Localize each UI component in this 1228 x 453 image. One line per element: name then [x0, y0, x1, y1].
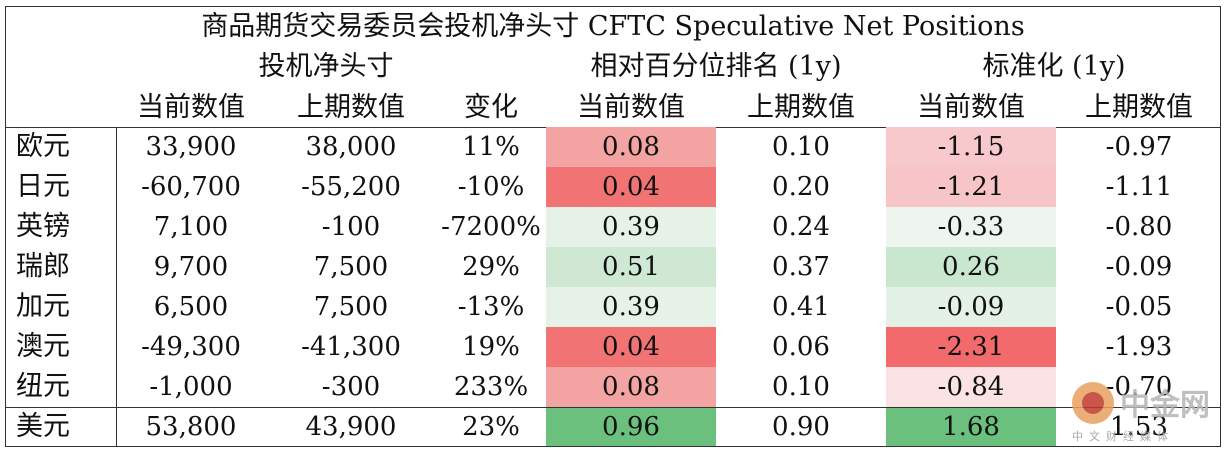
- watermark-tagline: 中文财经媒体: [1072, 430, 1174, 443]
- net-current-cell: 33,900: [145, 132, 237, 162]
- pct-current-cell: 0.04: [546, 327, 716, 367]
- subheader-net-previous: 上期数值: [297, 92, 405, 123]
- net-current-cell: -60,700: [141, 172, 241, 202]
- net-previous-cell: 7,500: [313, 292, 389, 322]
- std-previous-cell: -1.93: [1105, 332, 1173, 362]
- pct-previous-cell: 0.10: [772, 372, 830, 402]
- subheader-pct-current: 当前数值: [577, 92, 685, 123]
- std-previous-cell: -1.11: [1105, 172, 1173, 202]
- net-previous-cell: 7,500: [313, 252, 389, 282]
- currency-name-cell: 瑞郎: [16, 251, 70, 282]
- pct-previous-cell: 0.37: [772, 252, 830, 282]
- std-previous-cell: -0.70: [1105, 372, 1173, 402]
- std-current-cell: 0.26: [886, 247, 1056, 287]
- net-change-cell: 233%: [453, 372, 529, 402]
- std-current-cell: -0.09: [886, 287, 1056, 327]
- net-current-cell: 9,700: [153, 252, 229, 282]
- currency-name-cell: 日元: [16, 171, 70, 202]
- net-change-cell: -13%: [457, 292, 525, 322]
- net-previous-cell: -55,200: [301, 172, 401, 202]
- net-change-cell: -7200%: [441, 212, 541, 242]
- net-current-cell: 7,100: [153, 212, 229, 242]
- std-current-cell: -1.21: [886, 167, 1056, 207]
- subheader-std-previous: 上期数值: [1085, 92, 1193, 123]
- watermark-logo-text: 中金网: [1120, 388, 1210, 423]
- subheader-pct-previous: 上期数值: [747, 92, 855, 123]
- pct-previous-cell: 0.06: [772, 332, 830, 362]
- net-previous-cell: -300: [321, 372, 381, 402]
- std-current-cell: -0.84: [886, 367, 1056, 407]
- std-current-cell: -0.33: [886, 207, 1056, 247]
- subheader-net-current: 当前数值: [137, 92, 245, 123]
- watermark-logo: 中金网 中文财经媒体: [1068, 378, 1218, 443]
- pct-previous-cell: 0.10: [772, 132, 830, 162]
- std-current-cell: 1.68: [886, 407, 1056, 446]
- net-change-cell: 11%: [462, 132, 520, 162]
- usd-row-divider: [6, 407, 1220, 408]
- table-row: 欧元 33,900 38,000 11% 0.08 0.10 -1.15 -0.97: [6, 127, 1220, 167]
- currency-name-cell: 欧元: [16, 131, 70, 162]
- std-previous-cell: -0.09: [1105, 252, 1173, 282]
- net-change-cell: -10%: [457, 172, 525, 202]
- subheader-net-change: 变化: [464, 92, 518, 123]
- currency-name-cell: 美元: [16, 411, 70, 442]
- group-header-standardized: 标准化 (1y): [982, 51, 1126, 82]
- name-column-divider: [116, 127, 117, 446]
- std-current-cell: -2.31: [886, 327, 1056, 367]
- pct-current-cell: 0.04: [546, 167, 716, 207]
- std-previous-cell: -0.97: [1105, 132, 1173, 162]
- group-header-net-positions: 投机净头寸: [258, 51, 394, 82]
- currency-name-cell: 澳元: [16, 331, 70, 362]
- table-row: 纽元 -1,000 -300 233% 0.08 0.10 -0.84 -0.70: [6, 367, 1220, 407]
- pct-previous-cell: 0.90: [772, 412, 830, 442]
- pct-previous-cell: 0.24: [772, 212, 830, 242]
- std-current-cell: -1.15: [886, 127, 1056, 167]
- pct-current-cell: 0.51: [546, 247, 716, 287]
- pct-current-cell: 0.39: [546, 207, 716, 247]
- currency-name-cell: 纽元: [16, 371, 70, 402]
- currency-name-cell: 英镑: [16, 211, 70, 242]
- pct-current-cell: 0.96: [546, 407, 716, 446]
- net-change-cell: 29%: [462, 252, 520, 282]
- table-row: 日元 -60,700 -55,200 -10% 0.04 0.20 -1.21 -1.11: [6, 167, 1220, 207]
- std-previous-cell: 1.53: [1110, 412, 1168, 442]
- std-previous-cell: -0.80: [1105, 212, 1173, 242]
- cngold-logo-icon: [1072, 382, 1114, 424]
- net-previous-cell: -100: [321, 212, 381, 242]
- table-row: 加元 6,500 7,500 -13% 0.39 0.41 -0.09 -0.05: [6, 287, 1220, 327]
- pct-current-cell: 0.08: [546, 367, 716, 407]
- std-previous-cell: -0.05: [1105, 292, 1173, 322]
- cftc-table: 商品期货交易委员会投机净头寸 CFTC Speculative Net Posi…: [5, 6, 1221, 447]
- pct-previous-cell: 0.20: [772, 172, 830, 202]
- net-previous-cell: 43,900: [305, 412, 397, 442]
- net-previous-cell: 38,000: [305, 132, 397, 162]
- net-current-cell: -1,000: [149, 372, 233, 402]
- subheader-std-current: 当前数值: [917, 92, 1025, 123]
- pct-current-cell: 0.08: [546, 127, 716, 167]
- pct-previous-cell: 0.41: [772, 292, 830, 322]
- pct-current-cell: 0.39: [546, 287, 716, 327]
- table-row: 美元 53,800 43,900 23% 0.96 0.90 1.68 1.53: [6, 407, 1220, 446]
- table-title: 商品期货交易委员会投机净头寸 CFTC Speculative Net Posi…: [201, 11, 1025, 42]
- table-row: 澳元 -49,300 -41,300 19% 0.04 0.06 -2.31 -1.93: [6, 327, 1220, 367]
- net-current-cell: -49,300: [141, 332, 241, 362]
- table-row: 瑞郎 9,700 7,500 29% 0.51 0.37 0.26 -0.09: [6, 247, 1220, 287]
- net-change-cell: 19%: [462, 332, 520, 362]
- group-header-percentile: 相对百分位排名 (1y): [590, 51, 842, 82]
- currency-name-cell: 加元: [16, 291, 70, 322]
- net-previous-cell: -41,300: [301, 332, 401, 362]
- table-row: 英镑 7,100 -100 -7200% 0.39 0.24 -0.33 -0.80: [6, 207, 1220, 247]
- net-current-cell: 53,800: [145, 412, 237, 442]
- net-change-cell: 23%: [462, 412, 520, 442]
- net-current-cell: 6,500: [153, 292, 229, 322]
